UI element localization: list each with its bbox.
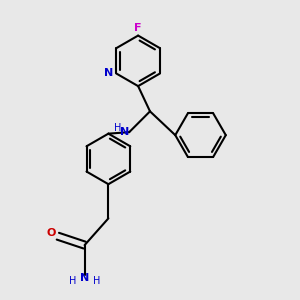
Text: N: N: [120, 127, 129, 137]
Text: H: H: [114, 123, 122, 133]
Text: O: O: [46, 228, 56, 238]
Text: F: F: [134, 23, 142, 33]
Text: H: H: [93, 276, 100, 286]
Text: N: N: [80, 273, 89, 283]
Text: N: N: [104, 68, 113, 79]
Text: H: H: [69, 276, 76, 286]
